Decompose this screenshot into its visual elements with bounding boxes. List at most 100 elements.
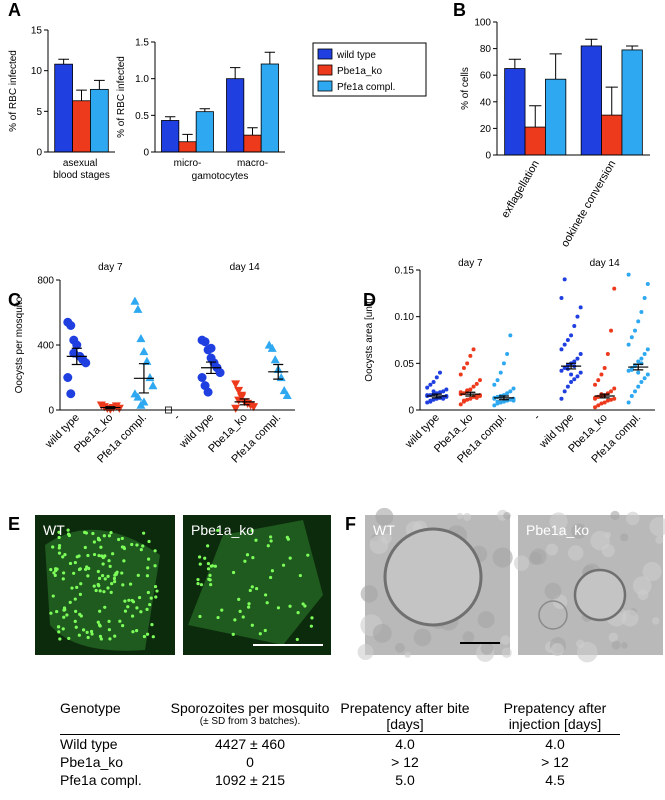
point bbox=[437, 390, 442, 395]
mean-sem bbox=[234, 398, 255, 406]
point bbox=[203, 387, 213, 397]
point bbox=[477, 394, 482, 398]
texture bbox=[632, 576, 652, 596]
point bbox=[458, 402, 463, 407]
legend-label: wild type bbox=[336, 50, 376, 61]
point bbox=[605, 398, 610, 403]
bar bbox=[54, 63, 73, 153]
spot bbox=[51, 545, 55, 549]
spot bbox=[94, 588, 98, 593]
spot bbox=[130, 598, 134, 603]
group-label: day 14 bbox=[230, 262, 260, 273]
point bbox=[458, 372, 463, 377]
spot bbox=[57, 630, 61, 634]
spot bbox=[73, 619, 77, 623]
mean-sem bbox=[628, 363, 649, 371]
point bbox=[559, 396, 564, 401]
spot bbox=[73, 560, 77, 565]
error-bar bbox=[508, 58, 521, 69]
point bbox=[578, 370, 583, 375]
point bbox=[441, 396, 446, 401]
spot bbox=[250, 585, 254, 589]
spot bbox=[250, 623, 254, 627]
spot bbox=[153, 564, 157, 568]
spot bbox=[85, 565, 89, 569]
spot bbox=[139, 548, 143, 552]
spot bbox=[141, 544, 145, 548]
spot bbox=[303, 604, 307, 608]
point bbox=[498, 370, 503, 375]
spot bbox=[122, 546, 127, 551]
point bbox=[559, 347, 564, 352]
spot bbox=[146, 590, 150, 595]
spot bbox=[264, 593, 268, 597]
panel-label: B bbox=[453, 0, 466, 20]
bar bbox=[195, 111, 214, 153]
tissue bbox=[45, 529, 160, 651]
texture bbox=[571, 523, 587, 539]
point bbox=[639, 380, 644, 384]
bar bbox=[545, 78, 567, 156]
spot bbox=[49, 611, 53, 615]
spot bbox=[233, 618, 237, 622]
spot bbox=[301, 602, 305, 606]
point bbox=[599, 401, 604, 406]
texture bbox=[620, 533, 629, 542]
texture bbox=[604, 531, 612, 539]
spot bbox=[56, 625, 61, 629]
point bbox=[197, 373, 207, 382]
spot bbox=[220, 608, 224, 612]
spot bbox=[57, 530, 61, 534]
spot bbox=[198, 562, 202, 566]
spot bbox=[112, 576, 117, 581]
point bbox=[279, 386, 289, 395]
spot bbox=[100, 574, 105, 578]
point bbox=[477, 378, 482, 383]
panel-label: A bbox=[8, 0, 21, 20]
spot bbox=[96, 582, 100, 587]
error-bar bbox=[626, 45, 639, 50]
point bbox=[136, 334, 146, 343]
point bbox=[66, 321, 76, 330]
spot bbox=[310, 616, 314, 620]
spot bbox=[101, 562, 105, 566]
spot bbox=[57, 535, 61, 540]
spot bbox=[70, 586, 74, 590]
legend-label: Pbe1a_ko bbox=[337, 66, 382, 77]
point bbox=[559, 296, 564, 300]
spot bbox=[196, 577, 200, 582]
y-tick-label: 0 bbox=[143, 148, 149, 159]
spot bbox=[123, 609, 128, 613]
point bbox=[645, 372, 650, 377]
point bbox=[565, 384, 570, 389]
point bbox=[609, 328, 614, 333]
spot bbox=[65, 613, 69, 617]
spot bbox=[72, 571, 76, 575]
point bbox=[508, 333, 513, 338]
spot bbox=[55, 609, 59, 614]
spot bbox=[57, 546, 61, 550]
texture bbox=[550, 642, 564, 657]
spot bbox=[96, 620, 100, 624]
spot bbox=[115, 570, 119, 574]
y-tick-label: 15 bbox=[31, 26, 43, 37]
y-tick-label: 5 bbox=[36, 107, 42, 118]
panel-label: D bbox=[363, 290, 376, 310]
point bbox=[633, 328, 638, 333]
spot bbox=[62, 615, 66, 619]
point bbox=[633, 389, 638, 394]
point bbox=[465, 388, 470, 393]
spot bbox=[238, 609, 242, 613]
spot bbox=[97, 623, 102, 627]
spot bbox=[98, 634, 103, 638]
spot bbox=[197, 555, 202, 559]
point bbox=[636, 370, 641, 375]
x-axis-label: gamotocytes bbox=[192, 171, 249, 182]
texture bbox=[610, 510, 620, 521]
table-cell: Pbe1a_ko bbox=[60, 754, 124, 770]
spot bbox=[86, 635, 90, 640]
spot bbox=[67, 636, 71, 641]
spot bbox=[199, 583, 204, 587]
spot bbox=[135, 543, 139, 547]
y-tick-label: 0 bbox=[36, 148, 42, 159]
